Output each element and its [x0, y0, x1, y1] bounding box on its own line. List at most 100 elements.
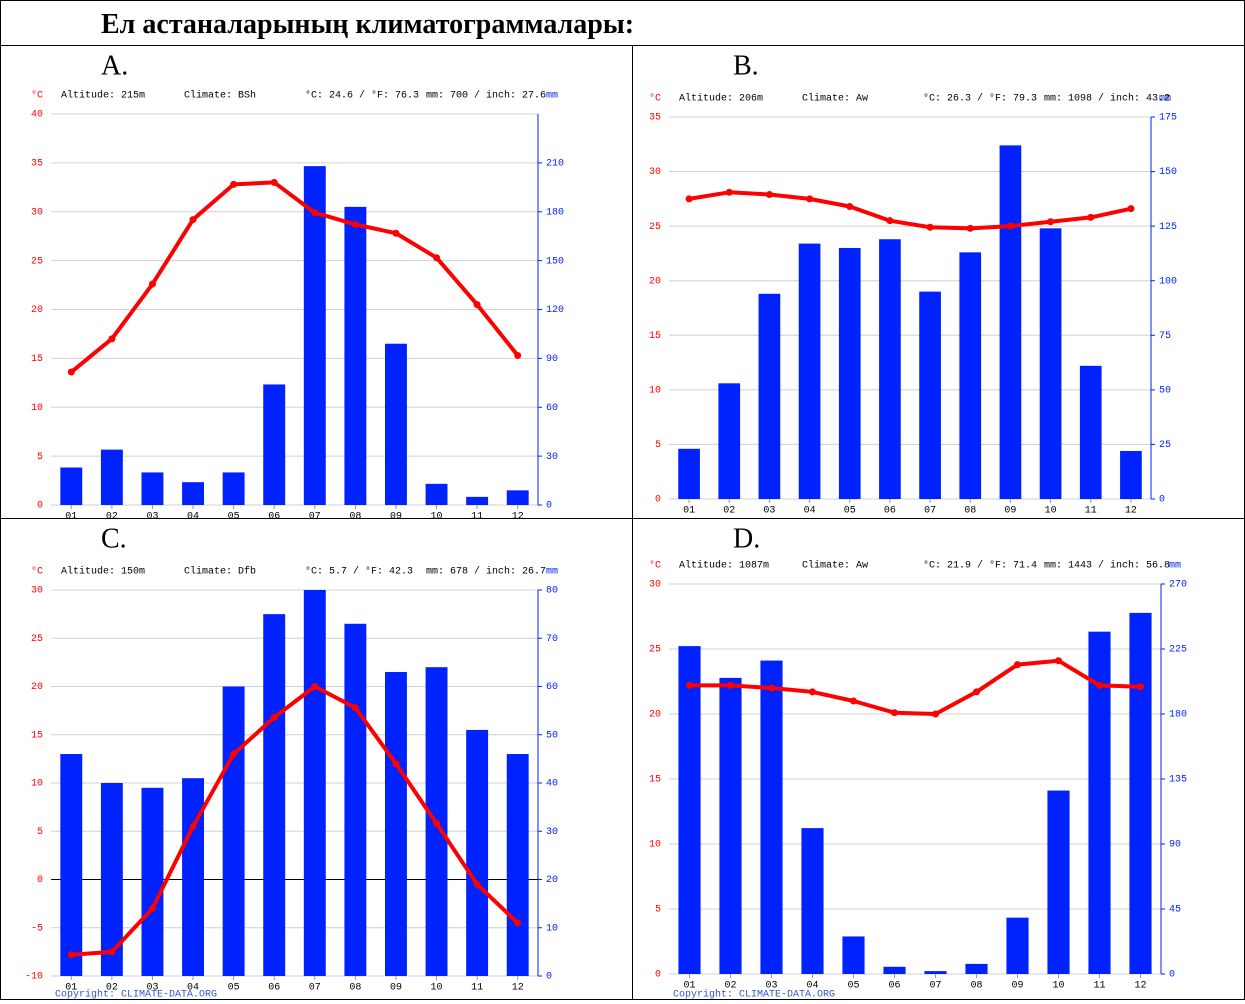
temperature-point	[926, 223, 934, 231]
y2-tick-label: 225	[1169, 645, 1187, 656]
temperature-point	[1087, 213, 1095, 221]
y2-tick-label: 40	[546, 779, 558, 790]
temperature-point	[1006, 222, 1014, 230]
x-tick-label: 07	[309, 512, 321, 518]
temperature-point	[108, 948, 116, 956]
temperature-point	[725, 188, 733, 196]
x-tick-label: 11	[1093, 981, 1105, 992]
temperature-point	[809, 688, 816, 696]
x-tick-label: 02	[106, 512, 118, 518]
precipitation-bar	[924, 971, 947, 974]
temperature-point	[270, 178, 278, 186]
y2-axis-label: mm	[546, 567, 558, 578]
precipitation-bar	[1129, 612, 1152, 974]
y2-tick-label: 0	[546, 501, 552, 512]
y-tick-label: 10	[649, 840, 661, 851]
annotation: Climate: Dfb	[184, 566, 256, 578]
precipitation-bar	[303, 166, 326, 505]
y2-tick-label: 180	[1169, 710, 1187, 721]
precipitation-bar	[466, 729, 489, 976]
x-tick-label: 01	[65, 983, 77, 994]
x-tick-label: 10	[431, 983, 443, 994]
precipitation-bar	[1006, 917, 1029, 974]
y2-tick-label: 45	[1169, 905, 1181, 916]
precipitation-bar	[1047, 790, 1070, 974]
y2-tick-label: 30	[546, 452, 558, 463]
annotation: mm: 1098 / inch: 43.2	[1044, 93, 1170, 105]
x-tick-label: 09	[1011, 981, 1023, 992]
precipitation-bar	[883, 966, 906, 974]
chart: C. °C mm Altitude: 150m Climate: Dfb °C: 5.7 …	[25, 523, 558, 1000]
temperature-point	[148, 280, 156, 288]
x-tick-label: 09	[390, 512, 402, 518]
temperature-point	[1047, 218, 1055, 226]
temperature-point	[392, 760, 400, 768]
temperature-point	[768, 684, 775, 692]
y-tick-label: 0	[37, 875, 43, 886]
precipitation-bar	[798, 243, 821, 499]
y2-tick-label: 150	[1159, 167, 1177, 178]
precipitation-bar	[718, 383, 741, 499]
y-tick-label: 20	[649, 710, 661, 721]
precipitation-bar	[760, 660, 783, 974]
y-tick-label: 40	[31, 110, 43, 121]
x-tick-label: 11	[471, 512, 483, 518]
temperature-line	[688, 190, 1132, 231]
temperature-point	[686, 681, 693, 689]
y-tick-label: 5	[37, 452, 43, 463]
annotation: °C: 5.7 / °F: 42.3	[305, 566, 413, 578]
precipitation-bar	[1088, 631, 1111, 974]
x-tick-label: 10	[1045, 506, 1057, 517]
precipitation-bar	[919, 291, 941, 499]
temperature-point	[1096, 681, 1103, 689]
precipitation-bar	[965, 963, 988, 974]
y2-tick-label: 210	[546, 159, 564, 170]
temperature-point	[806, 195, 814, 203]
temperature-point	[189, 822, 197, 830]
x-tick-label: 10	[431, 512, 443, 518]
temperature-point	[886, 217, 894, 225]
y2-axis-label: mm	[1169, 561, 1181, 572]
x-tick-label: 12	[1134, 981, 1146, 992]
y-tick-label: 15	[649, 331, 661, 342]
annotation: mm: 678 / inch: 26.7	[426, 566, 546, 578]
precipitation-bar	[141, 472, 164, 505]
y-tick-label: 5	[655, 905, 661, 916]
precipitation-bar	[182, 778, 204, 976]
x-tick-label: 03	[146, 983, 158, 994]
temperature-line	[70, 180, 520, 374]
temperature-point	[1014, 661, 1021, 669]
y-tick-label: 25	[649, 645, 661, 656]
y2-tick-label: 135	[1169, 775, 1187, 786]
precipitation-bar	[263, 384, 286, 505]
temperature-point	[1055, 657, 1062, 665]
y-tick-label: 15	[31, 730, 43, 741]
y2-tick-label: 80	[546, 586, 558, 597]
x-tick-label: 04	[187, 983, 199, 994]
y-tick-label: -5	[31, 923, 43, 934]
y2-tick-label: 60	[546, 682, 558, 693]
precipitation-bar	[60, 754, 83, 976]
x-tick-label: 11	[1085, 506, 1097, 517]
x-tick-label: 09	[1004, 506, 1016, 517]
x-tick-label: 04	[806, 981, 818, 992]
precipitation-bar	[842, 936, 865, 974]
x-tick-label: 01	[65, 512, 77, 518]
annotation: Altitude: 1087m	[679, 560, 769, 572]
y-tick-label: 5	[37, 827, 43, 838]
x-tick-label: 07	[309, 983, 321, 994]
temperature-point	[433, 254, 441, 262]
temperature-point	[148, 904, 156, 912]
y-tick-label: 30	[31, 207, 43, 218]
x-tick-label: 07	[924, 506, 936, 517]
chart-cell: A. °C mm Altitude: 215m Climate: BSh °C: 24.6…	[0, 45, 633, 523]
source: Copyright: CLIMATE-DATA.ORG	[673, 989, 835, 999]
temperature-point	[514, 351, 522, 359]
y-tick-label: 20	[31, 682, 43, 693]
panel-label: A.	[101, 50, 128, 81]
temperature-point	[433, 820, 441, 828]
y2-tick-label: 0	[546, 972, 552, 983]
y-tick-label: 20	[31, 305, 43, 316]
temperature-point	[685, 195, 693, 203]
x-tick-label: 12	[512, 983, 524, 994]
